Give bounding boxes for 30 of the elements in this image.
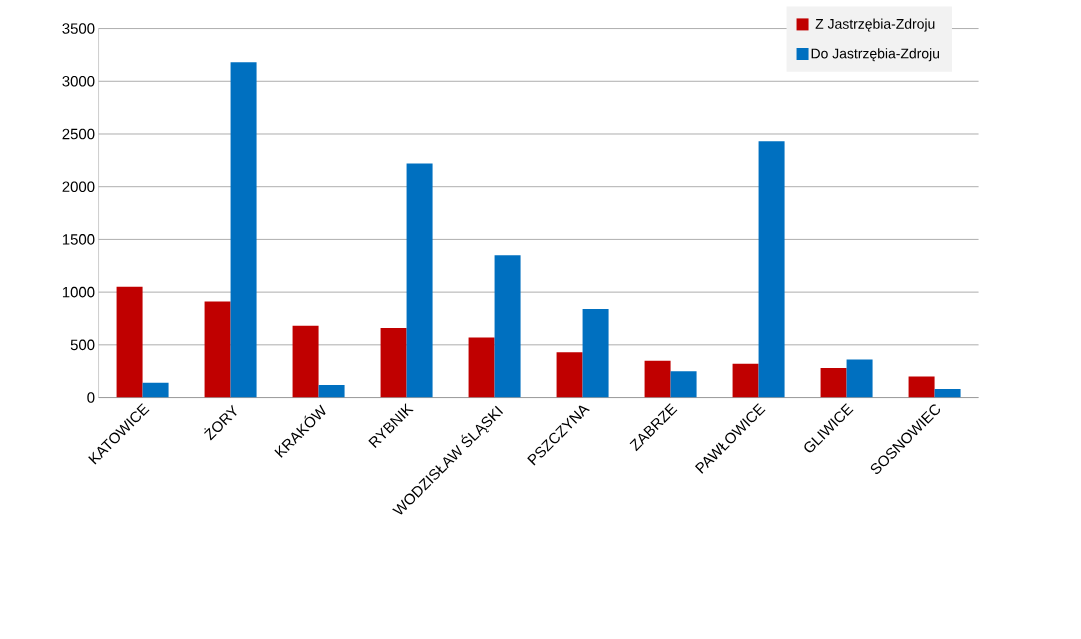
- bar: [292, 325, 319, 398]
- bar: [846, 359, 873, 398]
- bar: [494, 255, 521, 398]
- bar: [820, 368, 847, 398]
- bar: [468, 337, 495, 398]
- bar: [406, 163, 433, 398]
- y-tick-label: 1000: [62, 286, 95, 298]
- y-tick-label: 500: [70, 339, 95, 351]
- bar: [732, 363, 759, 398]
- bar: [204, 301, 231, 398]
- bar: [318, 384, 345, 398]
- bar: [644, 360, 671, 398]
- legend-label: Z Jastrzębia-Zdroju: [815, 18, 935, 32]
- y-tick-label: 2500: [62, 128, 95, 140]
- bar: [582, 309, 609, 398]
- bar: [934, 389, 961, 398]
- y-tick-label: 0: [87, 392, 95, 403]
- bar: [116, 286, 143, 398]
- legend-label: Do Jastrzębia-Zdroju: [811, 48, 940, 62]
- bar: [556, 352, 583, 398]
- y-tick-label: 3000: [62, 75, 95, 87]
- y-tick-label: 2000: [62, 181, 95, 192]
- bar: [908, 376, 935, 398]
- bar: [230, 62, 257, 398]
- bar: [142, 382, 169, 398]
- y-tick-label: 1500: [62, 234, 95, 245]
- y-tick-label: 3500: [62, 23, 95, 34]
- bar: [380, 327, 407, 398]
- bar: [670, 371, 697, 398]
- bar: [758, 141, 785, 398]
